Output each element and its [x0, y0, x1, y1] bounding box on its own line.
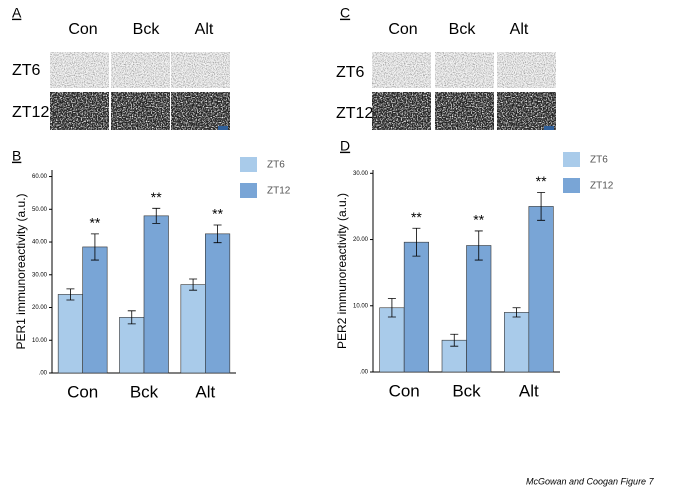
y-axis-label: PER2 immunoreactivity (a.u.) [335, 193, 349, 349]
micrograph [111, 92, 170, 130]
bar [82, 246, 108, 374]
significance-marker: ** [411, 209, 422, 225]
panel-label: D [340, 138, 350, 154]
column-label: Con [68, 21, 97, 38]
legend-swatch [563, 178, 580, 193]
error-bar [387, 298, 396, 318]
y-tick-label: .00 [360, 370, 369, 376]
y-tick-label: 20.00 [32, 305, 48, 311]
significance-marker: ** [212, 206, 223, 222]
error-bar [512, 307, 521, 318]
error-bar [90, 233, 99, 261]
bar [528, 206, 554, 373]
legend-swatch [563, 152, 580, 167]
scale-bar [218, 126, 228, 130]
bar [205, 233, 231, 374]
caption: McGowan and Coogan Figure 7 [526, 476, 655, 486]
micrograph [171, 92, 230, 130]
row-label: ZT12 [12, 104, 49, 121]
error-bar [66, 288, 75, 301]
row-label: ZT6 [336, 64, 365, 81]
column-label: Alt [195, 21, 214, 38]
y-tick-label: 10.00 [32, 338, 48, 344]
panel-label: C [340, 5, 350, 21]
column-label: Bck [449, 21, 477, 38]
bar [466, 245, 492, 373]
error-bar [213, 224, 222, 244]
error-bar [152, 207, 161, 224]
bar [143, 215, 169, 374]
error-bar [474, 230, 483, 261]
y-tick-label: 20.00 [353, 237, 369, 243]
significance-marker: ** [89, 215, 100, 231]
y-axis-label: PER1 immunoreactivity (a.u.) [14, 193, 28, 349]
x-tick-label: Alt [519, 381, 539, 400]
bar [504, 312, 530, 373]
legend-label: ZT6 [590, 155, 608, 166]
micrograph [435, 92, 494, 130]
micrograph [50, 92, 109, 130]
y-tick-label: 30.00 [32, 272, 48, 278]
scale-bar [544, 126, 554, 130]
significance-marker: ** [536, 173, 547, 189]
micrograph [497, 92, 556, 130]
error-bar [450, 333, 459, 347]
error-bar [189, 278, 198, 291]
x-tick-label: Con [389, 381, 420, 400]
legend-swatch [240, 183, 257, 198]
significance-marker: ** [151, 189, 162, 205]
panel-label: B [12, 148, 21, 164]
micrograph [171, 52, 230, 88]
micrograph [372, 92, 431, 130]
bar [119, 317, 145, 374]
significance-marker: ** [473, 212, 484, 228]
x-tick-label: Bck [130, 382, 159, 401]
micrograph [372, 52, 431, 88]
x-tick-label: Con [67, 382, 98, 401]
column-label: Con [388, 21, 417, 38]
x-tick-label: Alt [195, 382, 215, 401]
error-bar [537, 192, 546, 221]
bar [180, 284, 206, 374]
row-label: ZT6 [12, 62, 41, 79]
y-tick-label: 50.00 [32, 207, 48, 213]
legend-label: ZT12 [590, 181, 614, 192]
row-label: ZT12 [336, 105, 373, 122]
legend-swatch [240, 157, 257, 172]
y-tick-label: 30.00 [353, 171, 369, 177]
bar [57, 294, 83, 374]
x-tick-label: Bck [452, 381, 481, 400]
panel-label: A [12, 5, 22, 21]
micrograph [50, 52, 109, 88]
y-tick-label: 10.00 [353, 303, 369, 309]
micrograph [497, 52, 556, 88]
y-tick-label: 60.00 [32, 174, 48, 180]
y-tick-label: .00 [39, 371, 48, 377]
column-label: Bck [133, 21, 161, 38]
legend-label: ZT6 [267, 160, 285, 171]
micrograph [435, 52, 494, 88]
legend-label: ZT12 [267, 186, 291, 197]
column-label: Alt [510, 21, 529, 38]
error-bar [412, 227, 421, 257]
y-tick-label: 40.00 [32, 240, 48, 246]
micrograph [111, 52, 170, 88]
bar [403, 241, 429, 373]
error-bar [127, 310, 136, 325]
